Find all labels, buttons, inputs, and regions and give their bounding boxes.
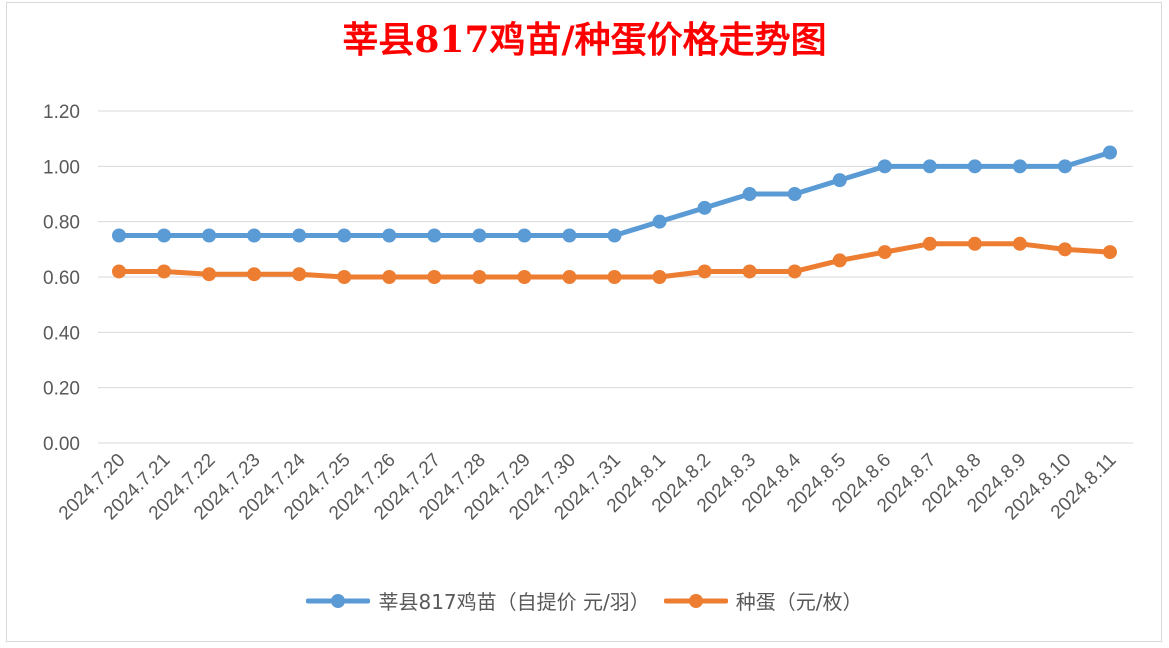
data-point — [427, 228, 442, 243]
data-point — [652, 270, 667, 284]
y-tick-label: 0.60 — [43, 268, 80, 289]
legend-label-chick: 莘县817鸡苗（自提价 元/羽） — [378, 590, 650, 614]
data-point — [832, 173, 847, 188]
data-point — [292, 267, 307, 282]
data-point — [787, 187, 802, 201]
data-point — [787, 264, 802, 279]
data-point — [157, 264, 172, 279]
data-point — [202, 228, 217, 243]
legend-label-egg: 种蛋（元/枚） — [735, 590, 863, 614]
data-point — [337, 270, 352, 284]
data-point — [877, 245, 892, 260]
series-lines — [112, 145, 1117, 284]
y-tick-label: 0.40 — [43, 323, 80, 344]
y-tick-label: 0.00 — [43, 434, 80, 455]
data-point — [112, 228, 126, 243]
data-point — [112, 264, 126, 279]
legend: 莘县817鸡苗（自提价 元/羽） 种蛋（元/枚） — [0, 586, 1169, 615]
data-point — [922, 236, 937, 251]
data-point — [157, 228, 172, 243]
data-point — [1103, 245, 1117, 260]
data-point — [472, 228, 487, 243]
data-point — [742, 264, 757, 279]
data-point — [247, 267, 262, 282]
x-axis-tick-labels: 2024.7.202024.7.212024.7.222024.7.232024… — [55, 449, 1121, 524]
data-point — [472, 270, 487, 284]
data-point — [742, 187, 757, 201]
series-egg-price — [112, 236, 1117, 284]
y-tick-label: 0.20 — [43, 379, 80, 400]
series-line — [116, 150, 1113, 238]
data-point — [1057, 242, 1072, 257]
y-tick-label: 1.00 — [43, 157, 80, 178]
data-point — [382, 270, 397, 284]
data-point — [427, 270, 442, 284]
data-point — [517, 228, 532, 243]
data-point — [1103, 145, 1117, 160]
data-point — [607, 228, 622, 243]
data-point — [607, 270, 622, 284]
data-point — [202, 267, 217, 282]
data-point — [832, 253, 847, 268]
chart-area — [6, 2, 1162, 642]
data-point — [967, 236, 982, 251]
data-point — [247, 228, 262, 243]
data-point — [562, 270, 577, 284]
data-point — [652, 214, 667, 229]
data-point — [1057, 159, 1072, 174]
chart-title: 莘县817鸡苗/种蛋价格走势图 — [342, 19, 827, 61]
data-point — [967, 159, 982, 174]
data-point — [1012, 159, 1027, 174]
data-point — [1012, 236, 1027, 251]
y-tick-label: 0.80 — [43, 213, 80, 234]
data-point — [517, 270, 532, 284]
series-chick-price — [112, 145, 1117, 243]
data-point — [922, 159, 937, 174]
data-point — [697, 264, 712, 279]
data-point — [877, 159, 892, 174]
legend-item-egg: 种蛋（元/枚） — [663, 586, 863, 615]
data-point — [382, 228, 397, 243]
data-point — [337, 228, 352, 243]
data-point — [697, 200, 712, 215]
legend-item-chick: 莘县817鸡苗（自提价 元/羽） — [306, 586, 650, 615]
data-point — [292, 228, 307, 243]
legend-marker-egg — [663, 593, 728, 608]
legend-marker-chick — [306, 593, 371, 608]
y-tick-label: 1.20 — [43, 102, 80, 123]
data-point — [562, 228, 577, 243]
y-axis-tick-labels: 0.00 0.20 0.40 0.60 0.80 1.00 1.20 — [43, 102, 80, 455]
